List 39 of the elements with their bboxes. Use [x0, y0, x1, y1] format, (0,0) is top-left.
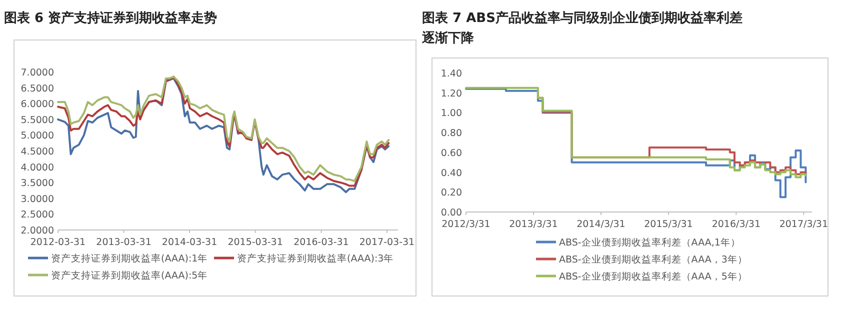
x-tick-label: 2014/3/31	[576, 219, 626, 230]
y-tick-label: 7.0000	[20, 68, 54, 78]
x-tick-label: 2012-03-31	[30, 237, 86, 248]
x-tick-label: 2013-03-31	[96, 237, 152, 248]
legend-label: ABS-企业债到期收益率利差（AAA，5年）	[559, 270, 748, 282]
y-tick-label: 0.40	[440, 168, 462, 179]
y-tick-label: 4.5000	[20, 146, 54, 158]
y-tick-label: 0.20	[440, 188, 462, 199]
y-tick-label: 6.0000	[20, 99, 54, 110]
legend-label: 资产支持证券到期收益率(AAA):1年	[51, 252, 208, 264]
x-tick-label: 2013/3/31	[509, 219, 558, 230]
x-tick-label: 2017/3/31	[779, 219, 828, 230]
legend-label: 资产支持证券到期收益率(AAA):5年	[51, 270, 208, 282]
y-tick-label: 0.60	[440, 148, 462, 159]
chart-title: 图表 7 ABS产品收益率与同级别企业债到期收益率利差逐渐下降	[421, 10, 742, 46]
y-tick-label: 3.0000	[20, 194, 54, 205]
x-tick-label: 2017-03-31	[359, 237, 415, 248]
x-tick-label: 2015/3/31	[644, 219, 693, 230]
chart-title: 图表 6 资产支持证券到期收益率走势	[4, 10, 218, 26]
legend-label: ABS-企业债到期收益率利差（AAA,1年）	[559, 236, 740, 248]
x-tick-label: 2016/3/31	[712, 219, 761, 230]
legend-label: ABS-企业债到期收益率利差（AAA，3年）	[559, 254, 748, 266]
y-tick-label: 6.5000	[20, 83, 54, 94]
y-tick-label: 1.00	[440, 108, 462, 120]
x-tick-label: 2014-03-31	[162, 237, 218, 248]
y-tick-label: 0.80	[440, 128, 462, 140]
y-tick-label: 2.5000	[20, 210, 54, 221]
y-tick-label: 1.20	[440, 88, 462, 100]
x-tick-label: 2012/3/31	[442, 219, 490, 230]
x-tick-label: 2016-03-31	[294, 237, 349, 248]
y-tick-label: 3.5000	[20, 178, 54, 190]
y-tick-label: 2.0000	[20, 226, 54, 236]
legend-label: 资产支持证券到期收益率(AAA):3年	[237, 252, 394, 264]
y-tick-label: 5.5000	[20, 114, 54, 126]
y-tick-label: 1.40	[440, 68, 462, 80]
y-tick-label: 5.0000	[20, 130, 54, 142]
y-tick-label: 4.0000	[20, 162, 54, 174]
y-tick-label: 0.00	[440, 208, 462, 218]
x-tick-label: 2015-03-31	[228, 237, 283, 248]
